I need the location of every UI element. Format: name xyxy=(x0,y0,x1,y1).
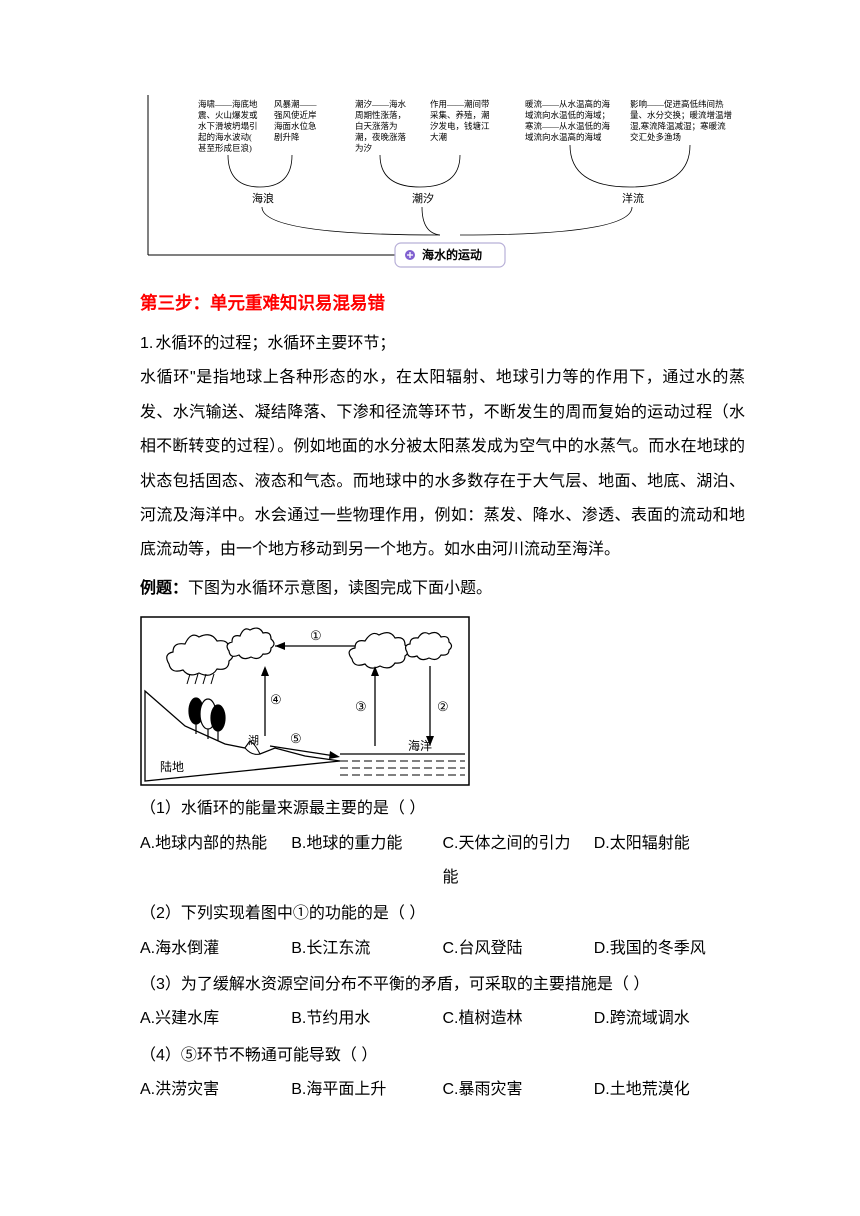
q4-opt-a: A.洪涝灾害 xyxy=(140,1073,291,1107)
concept-map-svg: 海啸——海底地 震、火山爆发或 水下滑坡坍塌引 起的海水波动( 甚至形成巨浪) … xyxy=(140,95,745,270)
lake-label: 湖 xyxy=(248,734,259,747)
q1-opt-a: A.地球内部的热能 xyxy=(140,827,291,896)
group-label-currents: 洋流 xyxy=(622,191,644,205)
q4-opt-c: C.暴雨灾害 xyxy=(443,1073,594,1107)
group-label-waves: 海浪 xyxy=(252,191,274,205)
question-4-options: A.洪涝灾害 B.海平面上升 C.暴雨灾害 D.土地荒漠化 xyxy=(140,1073,745,1107)
svg-text:潮，夜晚涨落: 潮，夜晚涨落 xyxy=(355,132,407,142)
q1-opt-b: B.地球的重力能 xyxy=(291,827,442,896)
svg-text:甚至形成巨浪): 甚至形成巨浪) xyxy=(198,143,252,153)
q3-opt-c: C.植树造林 xyxy=(443,1002,594,1036)
q1-opt-d: D.太阳辐射能 xyxy=(594,827,745,896)
q3-opt-a: A.兴建水库 xyxy=(140,1002,291,1036)
section-heading: 第三步：单元重难知识易混易错 xyxy=(140,290,745,315)
svg-text:起的海水波动(: 起的海水波动( xyxy=(198,132,252,142)
point-1-number: 1. xyxy=(140,335,153,352)
q4-opt-d: D.土地荒漠化 xyxy=(594,1073,745,1107)
group-label-tides: 潮汐 xyxy=(412,191,434,205)
water-cycle-diagram: ① 湖 陆地 海洋 ④ ⑤ xyxy=(140,616,470,786)
svg-text:大潮: 大潮 xyxy=(430,132,447,142)
svg-text:海啸——海底地: 海啸——海底地 xyxy=(198,99,258,109)
svg-text:作用——潮间带: 作用——潮间带 xyxy=(430,99,490,109)
q2-opt-b: B.长江东流 xyxy=(291,932,442,966)
question-4: （4）⑤环节不畅通可能导致（ ） A.洪涝灾害 B.海平面上升 C.暴雨灾害 D… xyxy=(140,1039,745,1108)
svg-text:湿,寒流降温减湿；寒暖流: 湿,寒流降温减湿；寒暖流 xyxy=(630,121,726,131)
svg-text:域流向水温高的海域: 域流向水温高的海域 xyxy=(525,132,602,142)
land-label: 陆地 xyxy=(160,759,184,774)
question-2: （2）下列实现着图中①的功能的是（ ） A.海水倒灌 B.长江东流 C.台风登陆… xyxy=(140,897,745,966)
svg-text:采集、养殖，潮: 采集、养殖，潮 xyxy=(430,110,490,120)
q2-opt-a: A.海水倒灌 xyxy=(140,932,291,966)
q2-opt-d: D.我国的冬季风 xyxy=(594,932,745,966)
question-4-stem: （4）⑤环节不畅通可能导致（ ） xyxy=(140,1039,745,1073)
question-2-options: A.海水倒灌 B.长江东流 C.台风登陆 D.我国的冬季风 xyxy=(140,932,745,966)
point-1-body: 水循环"是指地球上各种形态的水，在太阳辐射、地球引力等的作用下，通过水的蒸发、水… xyxy=(140,369,745,558)
svg-text:水下滑坡坍塌引: 水下滑坡坍塌引 xyxy=(198,121,258,131)
point-1-text: 1.水循环的过程；水循环主要环节； 水循环"是指地球上各种形态的水，在太阳辐射、… xyxy=(140,327,745,568)
svg-text:潮汐——海水: 潮汐——海水 xyxy=(355,99,407,109)
water-cycle-svg: ① 湖 陆地 海洋 ④ ⑤ xyxy=(140,616,470,786)
question-1-options: A.地球内部的热能 B.地球的重力能 C.天体之间的引力能 D.太阳辐射能 xyxy=(140,827,745,896)
svg-text:震、火山爆发或: 震、火山爆发或 xyxy=(198,110,258,120)
svg-text:量、水分交换；暖流增温增: 量、水分交换；暖流增温增 xyxy=(630,110,732,120)
q4-opt-b: B.海平面上升 xyxy=(291,1073,442,1107)
example-text: 下图为水循环示意图，读图完成下面小题。 xyxy=(188,580,492,597)
svg-text:强风使近岸: 强风使近岸 xyxy=(274,110,317,120)
marker-4: ④ xyxy=(270,692,282,707)
marker-1: ① xyxy=(310,628,322,643)
svg-text:影响——促进高低纬间热: 影响——促进高低纬间热 xyxy=(630,99,724,109)
svg-text:域流向水温低的海域；: 域流向水温低的海域； xyxy=(525,110,610,120)
svg-text:暖流——从水温高的海: 暖流——从水温高的海 xyxy=(525,99,611,109)
svg-text:白天涨落为: 白天涨落为 xyxy=(355,121,398,131)
svg-text:海面水位急: 海面水位急 xyxy=(274,121,317,131)
question-1: （1）水循环的能量来源最主要的是（ ） A.地球内部的热能 B.地球的重力能 C… xyxy=(140,792,745,895)
marker-2: ② xyxy=(437,699,449,714)
q3-opt-b: B.节约用水 xyxy=(291,1002,442,1036)
marker-3: ③ xyxy=(355,699,367,714)
svg-text:风暴潮——: 风暴潮—— xyxy=(274,99,317,109)
question-3: （3）为了缓解水资源空间分布不平衡的矛盾，可采取的主要措施是（ ） A.兴建水库… xyxy=(140,968,745,1037)
q2-opt-c: C.台风登陆 xyxy=(443,932,594,966)
svg-text:剧升降: 剧升降 xyxy=(274,132,300,142)
point-1-title: 水循环的过程；水循环主要环节； xyxy=(155,335,395,352)
svg-text:为汐: 为汐 xyxy=(355,143,373,153)
svg-text:交汇处多渔场: 交汇处多渔场 xyxy=(630,132,681,142)
example-line: 例题：下图为水循环示意图，读图完成下面小题。 xyxy=(140,572,745,606)
question-3-options: A.兴建水库 B.节约用水 C.植树造林 D.跨流域调水 xyxy=(140,1002,745,1036)
question-2-stem: （2）下列实现着图中①的功能的是（ ） xyxy=(140,897,745,931)
marker-5: ⑤ xyxy=(290,731,302,746)
svg-text:汐发电，钱塘江: 汐发电，钱塘江 xyxy=(430,121,490,131)
central-concept-label: 海水的运动 xyxy=(422,247,482,262)
question-1-stem: （1）水循环的能量来源最主要的是（ ） xyxy=(140,792,745,826)
q3-opt-d: D.跨流域调水 xyxy=(594,1002,745,1036)
svg-text:周期性涨落，: 周期性涨落， xyxy=(355,110,406,120)
svg-text:寒流——从水温低的海: 寒流——从水温低的海 xyxy=(525,121,611,131)
question-3-stem: （3）为了缓解水资源空间分布不平衡的矛盾，可采取的主要措施是（ ） xyxy=(140,968,745,1002)
example-lead: 例题： xyxy=(140,580,188,597)
concept-map-diagram: 海啸——海底地 震、火山爆发或 水下滑坡坍塌引 起的海水波动( 甚至形成巨浪) … xyxy=(140,95,745,270)
q1-opt-c: C.天体之间的引力能 xyxy=(443,827,594,896)
